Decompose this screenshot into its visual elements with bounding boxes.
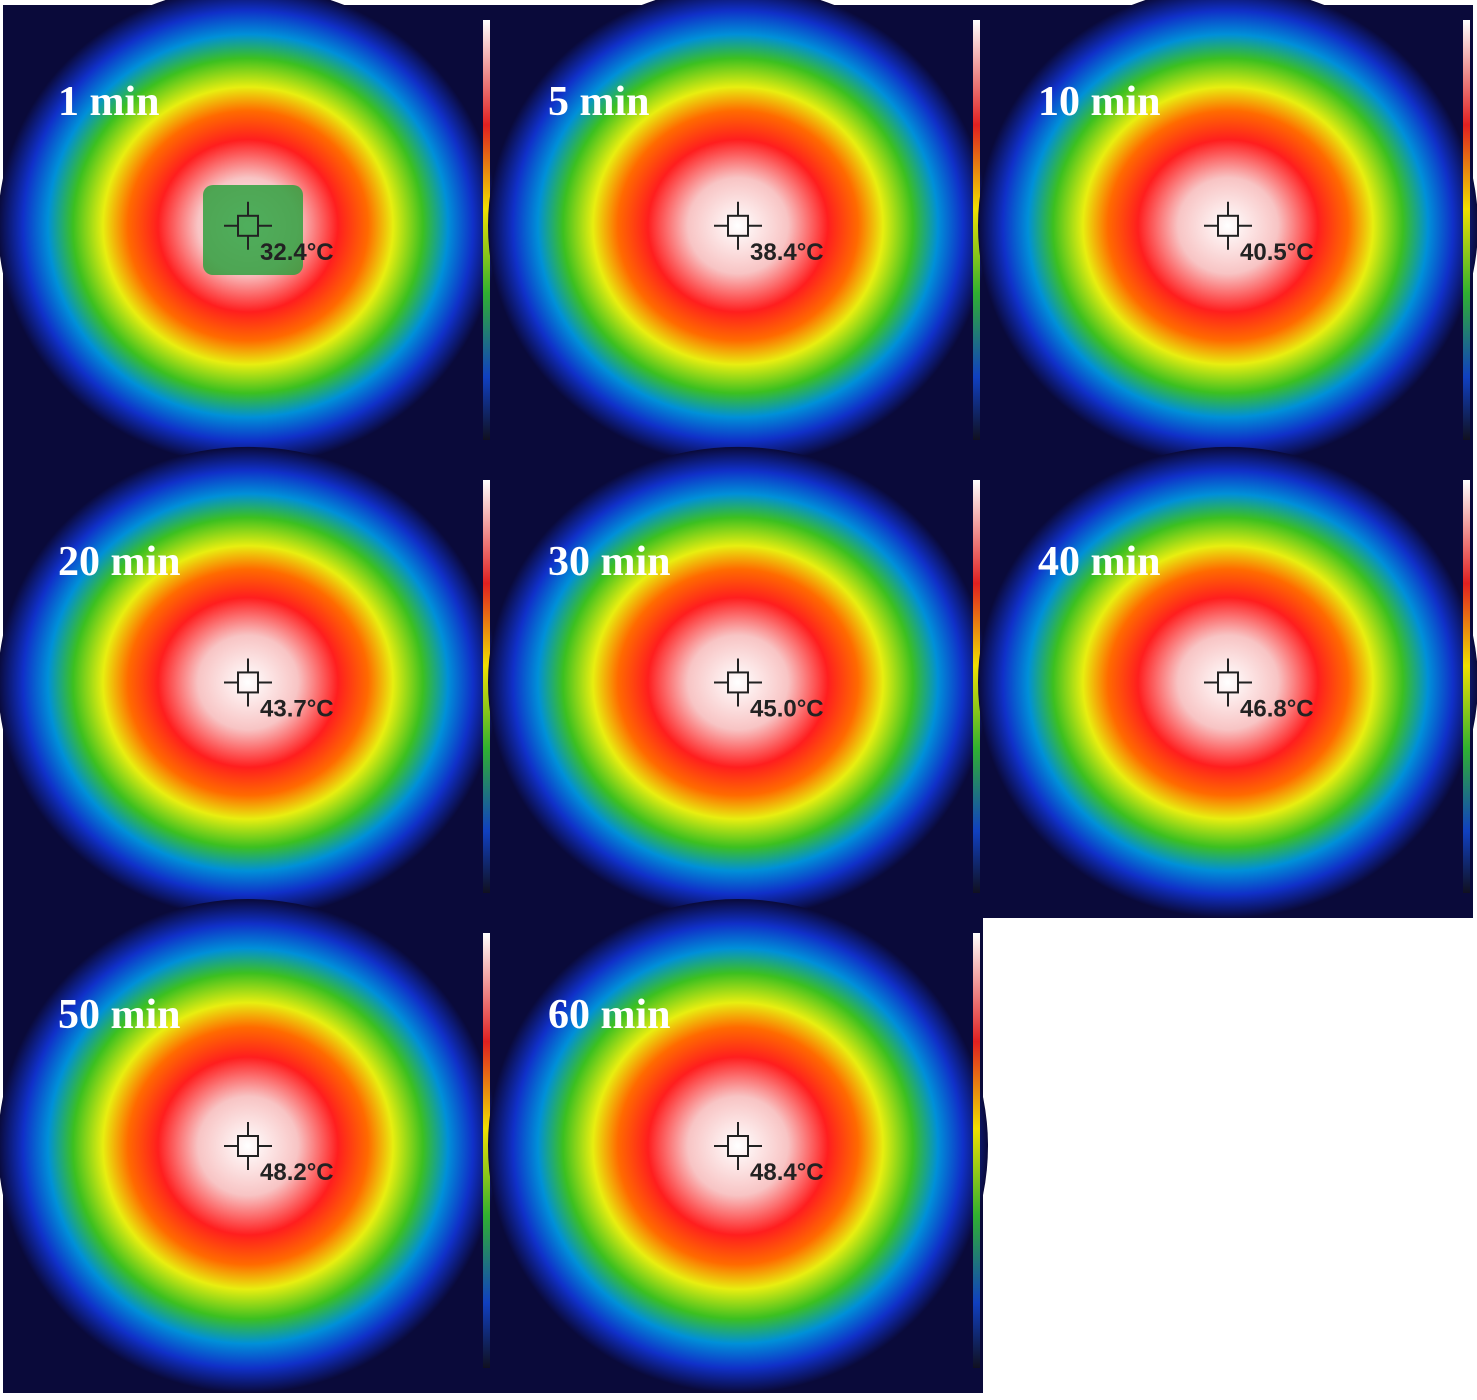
thermal-panel: 50 min 48.2°C	[0, 899, 498, 1393]
crosshair-lines	[1204, 201, 1252, 250]
time-label: 1 min	[58, 79, 160, 125]
thermal-panel: 20 min 43.7°C	[0, 446, 498, 918]
heat-region	[978, 0, 1477, 465]
crosshair-lines	[224, 658, 272, 707]
thermal-panel: 60 min 48.4°C	[488, 899, 988, 1393]
thermal-panel: 30 min 45.0°C	[488, 446, 988, 918]
temperature-reading: 40.5°C	[1240, 239, 1314, 266]
temperature-reading: 32.4°C	[260, 239, 334, 266]
crosshair-lines	[714, 1122, 762, 1170]
temperature-reading: 48.2°C	[260, 1159, 334, 1186]
temperature-reading: 48.4°C	[750, 1159, 824, 1186]
heat-region	[488, 446, 988, 918]
color-scale-bar	[483, 933, 490, 1368]
time-label: 10 min	[1038, 79, 1161, 125]
color-scale-bar	[1463, 20, 1470, 440]
color-scale-bar	[973, 20, 980, 440]
temperature-reading: 45.0°C	[750, 695, 824, 722]
cool-spot	[203, 185, 303, 275]
time-label: 60 min	[548, 992, 671, 1038]
color-scale-bar	[973, 933, 980, 1368]
color-scale-bar	[483, 480, 490, 893]
crosshair-lines	[714, 658, 762, 707]
time-label: 40 min	[1038, 539, 1161, 585]
crosshair-lines	[224, 201, 272, 250]
temperature-reading: 46.8°C	[1240, 695, 1314, 722]
color-scale-bar	[483, 20, 490, 440]
color-scale-bar	[1463, 480, 1470, 893]
temperature-reading: 38.4°C	[750, 239, 824, 266]
temperature-reading: 43.7°C	[260, 695, 334, 722]
time-label: 20 min	[58, 539, 181, 585]
time-label: 30 min	[548, 539, 671, 585]
heat-region	[488, 899, 988, 1393]
heat-region	[978, 446, 1477, 918]
heat-region	[0, 899, 498, 1393]
crosshair-lines	[1204, 658, 1252, 707]
thermal-panel: 1 min 32.4°C	[0, 0, 498, 465]
time-label: 50 min	[58, 992, 181, 1038]
crosshair-lines	[224, 1122, 272, 1170]
thermal-panel: 5 min 38.4°C	[488, 0, 988, 465]
thermal-panel: 10 min 40.5°C	[978, 0, 1477, 465]
heat-region	[488, 0, 988, 465]
color-scale-bar	[973, 480, 980, 893]
heat-region	[0, 446, 498, 918]
crosshair-lines	[714, 201, 762, 250]
time-label: 5 min	[548, 79, 650, 125]
thermal-panel: 40 min 46.8°C	[978, 446, 1477, 918]
